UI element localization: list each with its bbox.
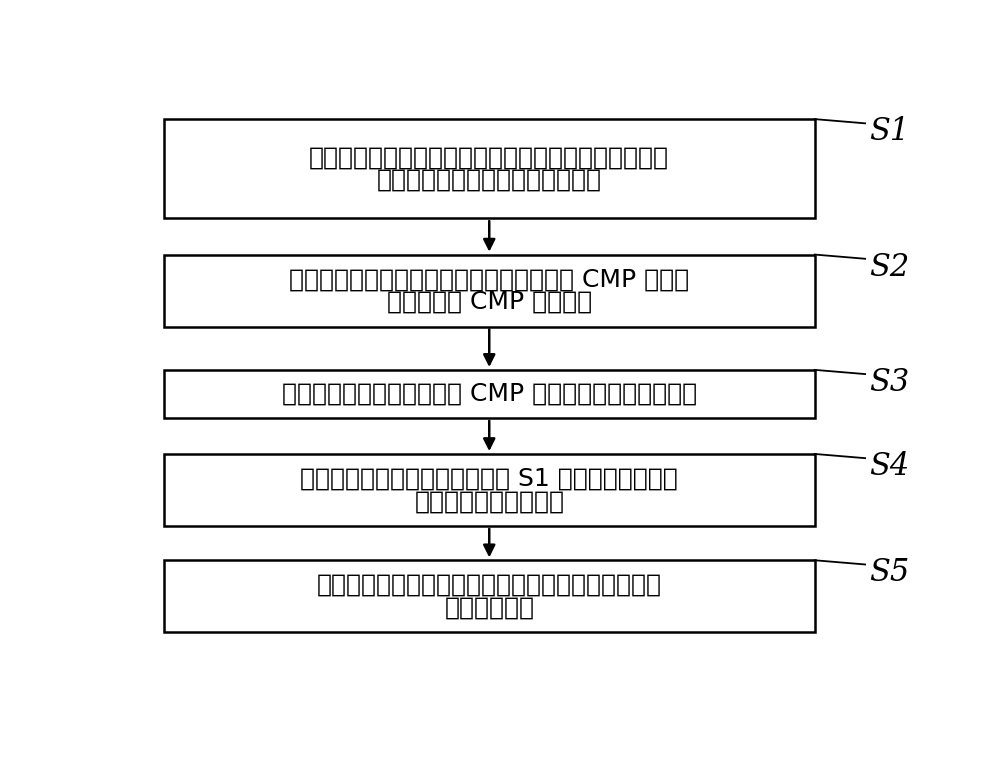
Text: 用互相关计算至少两个所述 CMP 叠加数据之间的相对时差: 用互相关计算至少两个所述 CMP 叠加数据之间的相对时差 xyxy=(282,382,697,406)
Bar xyxy=(164,119,815,218)
Text: 进行叠加融合: 进行叠加融合 xyxy=(444,596,534,620)
Text: S2: S2 xyxy=(869,252,909,282)
Bar xyxy=(164,254,815,327)
Text: 获取对应的 CMP 叠加数据: 获取对应的 CMP 叠加数据 xyxy=(387,290,592,314)
Bar xyxy=(164,454,815,526)
Text: 利用所述校正后的静校正量对所述至少两次采集资料: 利用所述校正后的静校正量对所述至少两次采集资料 xyxy=(317,573,662,597)
Text: S5: S5 xyxy=(869,557,909,588)
Bar xyxy=(164,370,815,418)
Bar xyxy=(164,560,815,633)
Text: 将所述相对时差分解应用到步骤 S1 所述的静校正量，: 将所述相对时差分解应用到步骤 S1 所述的静校正量， xyxy=(300,466,678,491)
Text: S3: S3 xyxy=(869,367,909,398)
Text: 获取同一位置的至少两次采集资料，并用不同的物理点: 获取同一位置的至少两次采集资料，并用不同的物理点 xyxy=(309,145,669,169)
Text: 利用所述静校正量对其对应的采集资料进行 CMP 叠加，: 利用所述静校正量对其对应的采集资料进行 CMP 叠加， xyxy=(289,268,689,291)
Text: S1: S1 xyxy=(869,116,909,147)
Text: 反演速度模型并据此计算静校正量: 反演速度模型并据此计算静校正量 xyxy=(377,168,602,192)
Text: S4: S4 xyxy=(869,451,909,482)
Text: 得到校正后的静校正量: 得到校正后的静校正量 xyxy=(414,489,564,513)
